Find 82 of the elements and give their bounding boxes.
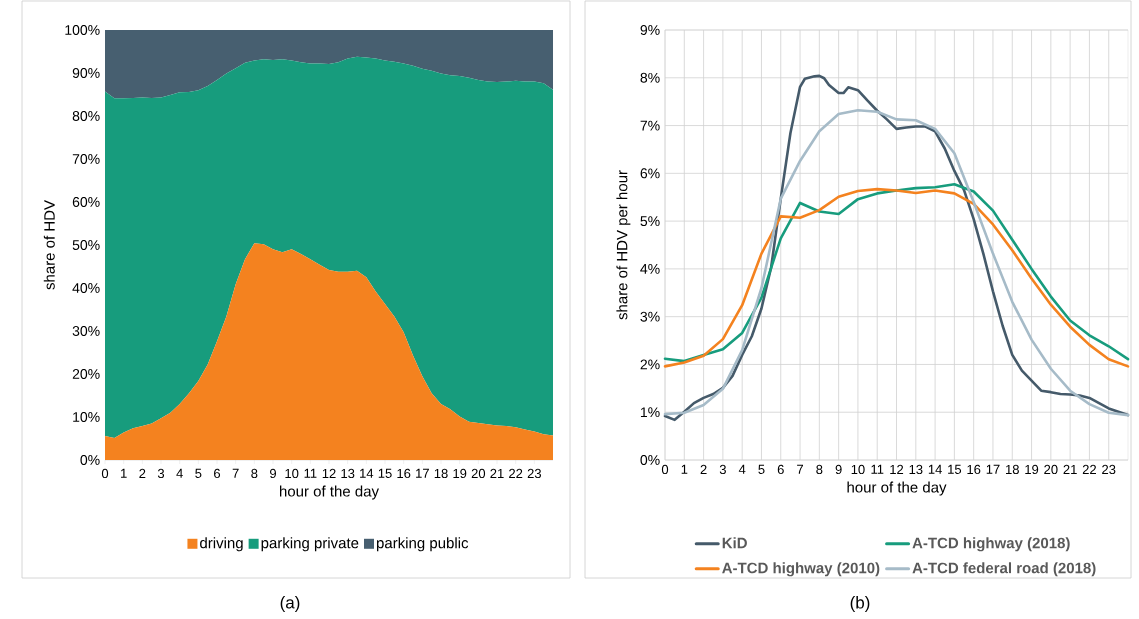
x-tick-label: 19 [453,468,467,479]
x-tick-label: 0 [661,464,669,475]
x-axis-title: hour of the day [847,481,947,496]
x-tick-label: 4 [176,468,183,478]
x-tick-label: 9 [270,468,277,479]
text: (b) [850,596,870,612]
x-tick-label: 13 [341,468,355,479]
y-tick-label: 30% [72,326,100,336]
y-tick-label: 0% [640,455,660,465]
y-axis-title: share of HDV [43,200,55,290]
x-tick-label: 23 [527,468,541,479]
x-tick-label: 22 [1082,464,1096,474]
x-tick-label: 15 [948,464,962,474]
x-tick-label: 11 [871,464,884,474]
y-tick-label: 100% [65,25,100,35]
x-tick-label: 7 [232,468,239,478]
y-tick-label: 4% [640,263,660,274]
x-tick-label: 2 [139,468,146,478]
x-tick-label: 12 [890,464,904,474]
y-tick-label: 70% [72,154,100,164]
x-tick-label: 0 [101,468,109,479]
y-tick-label: 1% [640,407,660,418]
x-tick-label: 15 [378,468,392,478]
y-tick-label: 3% [640,311,660,322]
x-tick-label: 3 [157,468,165,479]
y-tick-label: 10% [73,412,100,422]
x-tick-label: 1 [121,468,127,478]
y-tick-label: 5% [640,216,660,227]
x-tick-label: 18 [434,468,448,479]
x-tick-label: 16 [397,468,411,479]
y-tick-label: 8% [640,72,660,83]
y-tick-label: 60% [72,197,100,207]
y-tick-label: 9% [640,25,660,35]
x-tick-label: 8 [251,468,258,479]
x-tick-label: 23 [1102,464,1116,475]
x-tick-label: 3 [719,464,726,475]
x-tick-label: 17 [416,468,429,478]
legend-label: A-TCD federal road (2018) [912,562,1096,577]
x-tick-label: 6 [777,464,784,475]
x-tick-label: 16 [967,464,981,475]
x-tick-label: 22 [509,468,523,478]
y-tick-label: 20% [72,369,100,379]
legend-label: parking public [376,537,469,552]
x-tick-label: 2 [700,464,707,474]
y-tick-label: 50% [72,240,100,250]
x-tick-label: 4 [738,464,746,474]
text: (a) [280,596,300,612]
y-tick-label: 7% [640,120,660,131]
y-tick-label: 2% [640,359,660,370]
legend-label: A-TCD highway (2018) [912,537,1070,552]
x-tick-label: 20 [471,468,486,479]
y-tick-label: 40% [72,283,100,293]
x-axis-title: hour of the day [280,485,379,500]
y-axis-title: share of HDV per hour [616,170,631,320]
x-tick-label: 12 [322,468,336,478]
x-tick-label: 13 [909,464,923,475]
x-tick-label: 5 [758,464,765,474]
x-tick-label: 7 [797,464,804,474]
x-tick-label: 14 [928,464,942,474]
y-tick-label: 0% [80,455,100,465]
y-tick-label: 90% [72,68,100,78]
x-tick-label: 19 [1025,464,1039,475]
x-tick-label: 6 [214,468,221,479]
x-tick-label: 1 [681,464,688,474]
x-tick-label: 17 [986,464,1000,474]
x-tick-label: 5 [195,468,202,478]
legend-label: A-TCD highway (2010) [722,562,880,577]
y-tick-label: 6% [640,168,660,179]
x-tick-label: 10 [285,468,299,479]
x-tick-label: 8 [816,464,823,475]
x-tick-label: 18 [1006,464,1019,475]
legend-label: KiD [722,537,747,549]
x-tick-label: 10 [851,464,865,475]
y-tick-label: 80% [72,111,100,121]
x-tick-label: 21 [490,468,504,478]
x-tick-label: 20 [1044,464,1058,475]
x-tick-label: 21 [1063,464,1077,474]
legend-label: parking private [261,537,359,552]
x-tick-label: 11 [304,468,317,478]
x-tick-label: 14 [360,468,374,478]
x-tick-label: 9 [835,464,842,475]
legend-label: driving [200,537,243,552]
